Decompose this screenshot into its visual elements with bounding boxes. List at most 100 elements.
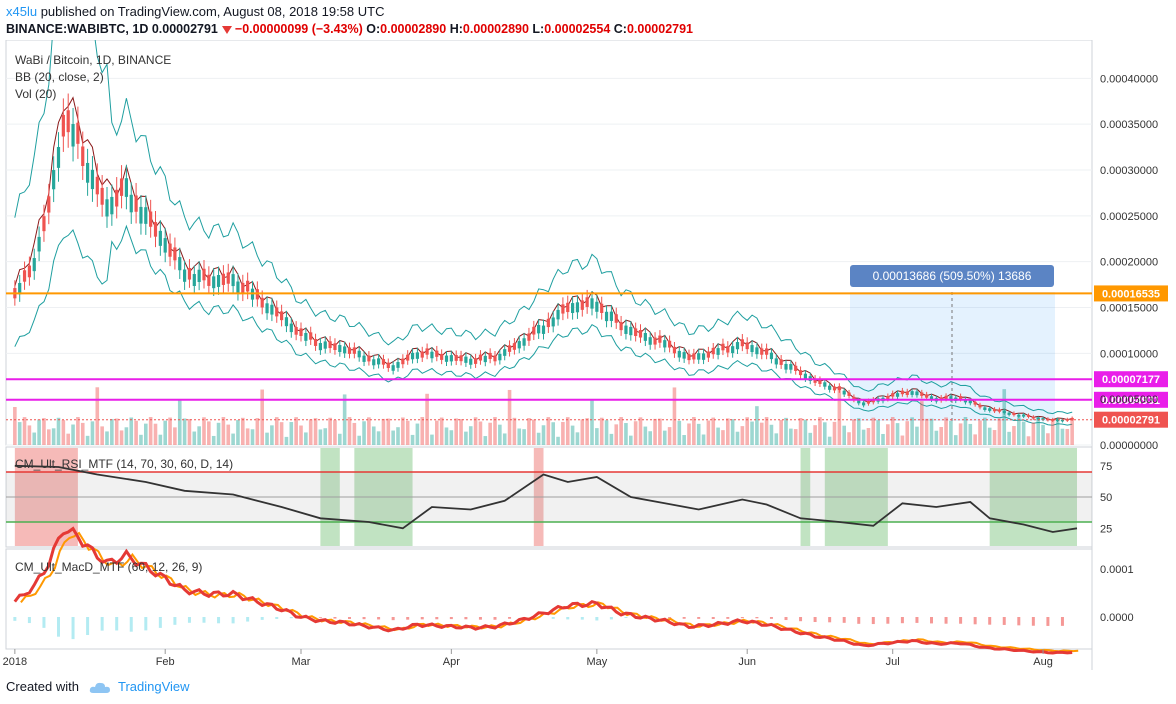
price-axis: 0.00040000 0.00035000 0.00030000 0.00025000… (1100, 73, 1158, 452)
candle-body (653, 337, 657, 345)
candle-body (837, 386, 841, 391)
macd-histogram-bar (231, 617, 235, 624)
volume-bar (304, 432, 308, 445)
macd-pane[interactable] (5, 548, 1093, 650)
time-tick-label: Jul (886, 656, 900, 668)
candle-body (992, 408, 997, 412)
volume-bar (410, 434, 415, 445)
volume-bar (580, 419, 585, 445)
macd-histogram-bar (318, 617, 322, 618)
volume-bar (405, 420, 410, 445)
horizontal-levels[interactable]: 0.00016535 0.00007177 0.00004931 0.00002791 (6, 285, 1168, 428)
macd-histogram-bar (682, 617, 686, 619)
candle-body (580, 300, 584, 310)
candle-body (333, 343, 337, 350)
price-pane[interactable] (5, 40, 1093, 446)
macd-histogram-bar (726, 617, 730, 619)
volume-bar (357, 435, 361, 445)
candle-body (760, 348, 764, 355)
candle-body (498, 353, 502, 361)
candle-body (139, 206, 143, 224)
candle-body (410, 352, 415, 360)
macd-histogram-bar (260, 617, 264, 620)
macd-histogram-bar (13, 617, 17, 621)
macd-histogram-bar (1046, 617, 1050, 626)
volume-bar (784, 417, 788, 445)
volume-bar (439, 417, 444, 445)
volume-bar (173, 427, 177, 445)
open-value: 0.00002890 (380, 22, 447, 36)
candle-body (959, 396, 963, 400)
candle-body (381, 359, 386, 365)
volume-bar (803, 419, 808, 445)
candle-body (920, 392, 924, 396)
volume-bar (333, 420, 337, 445)
volume-bar (827, 436, 832, 445)
macd-histogram-bar (173, 617, 177, 625)
candle-body (731, 346, 735, 354)
macd-histogram-bar (755, 617, 759, 619)
symbol-line: BINANCE:WABIBTC, 1D 0.00002791 −0.0000009… (6, 22, 693, 36)
candle-body (221, 273, 225, 285)
volume-bar (177, 400, 182, 445)
candle-body (546, 318, 550, 328)
candle-body (231, 274, 235, 287)
candle-body (22, 270, 27, 282)
volume-bar (619, 417, 623, 445)
macd-histogram-bar (828, 617, 832, 623)
volume-bar (978, 420, 982, 445)
volume-bar (934, 430, 939, 445)
volume-bar (420, 417, 425, 445)
macd-histogram-bar (871, 617, 875, 625)
volume-bar (483, 436, 488, 445)
macd-histogram-bar (857, 617, 861, 624)
candle-body (604, 311, 609, 322)
candle-body (488, 352, 492, 359)
macd-histogram-bar (246, 617, 250, 622)
volume-bar (202, 417, 206, 445)
candle-body (289, 323, 293, 333)
price-tick-label: 0.00010000 (1100, 348, 1158, 360)
candle-body (129, 194, 133, 213)
macd-histogram-bar (900, 617, 904, 624)
volume-bar (182, 418, 187, 445)
candle-body (76, 122, 80, 144)
open-label: O: (366, 22, 381, 36)
macd-histogram-bar (377, 617, 381, 620)
candle-body (925, 394, 929, 398)
rsi-tick-label: 50 (1100, 492, 1112, 504)
candle-body (697, 353, 701, 360)
candle-body (842, 390, 846, 395)
volume-bar (648, 431, 652, 445)
chart-canvas[interactable]: 0.00013686 (509.50%) 13686 0.000165350.0… (0, 40, 1176, 670)
candle-body (483, 355, 487, 363)
level-label-box (1094, 391, 1168, 408)
tradingview-link[interactable]: TradingView (118, 679, 190, 694)
volume-bar (347, 417, 352, 445)
candle-body (415, 352, 419, 359)
candle-body (52, 170, 56, 190)
volume-bar (687, 423, 691, 445)
price-tick-label: 0.00035000 (1100, 119, 1158, 131)
volume-bar (905, 421, 910, 445)
candle-body (207, 274, 211, 286)
candle-body (745, 342, 749, 350)
volume-bar (881, 433, 885, 445)
down-arrow-icon (221, 25, 232, 34)
volume-bar (17, 422, 22, 445)
volume-bar (920, 401, 924, 445)
macd-histogram-bar (973, 617, 977, 625)
candle-body (575, 302, 580, 313)
volume-bar (444, 427, 449, 445)
candle-body (600, 303, 604, 313)
volume-bar (308, 419, 313, 445)
author-link[interactable]: x45lu (6, 4, 38, 19)
level-label-box (1094, 371, 1168, 388)
macd-histogram-bar (202, 617, 206, 623)
volume-bar (32, 432, 37, 445)
candles[interactable] (13, 93, 1074, 423)
volume-bar (1041, 424, 1045, 445)
candle-body (682, 352, 686, 359)
candle-body (1060, 419, 1065, 422)
volume-bar (750, 421, 754, 445)
